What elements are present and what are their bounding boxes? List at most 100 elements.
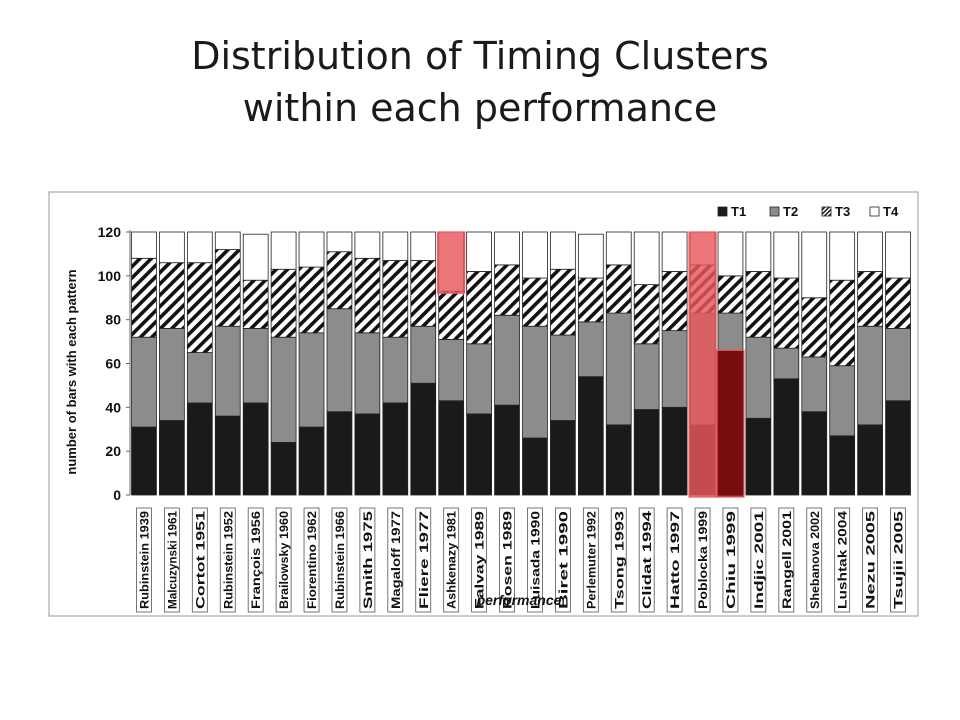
x-tick-label: Rangell 2001 — [780, 511, 794, 609]
x-tick-box — [694, 507, 711, 613]
bar-t3-luisada-1990 — [522, 277, 548, 327]
x-tick-label: Lushtak 2004 — [836, 511, 850, 609]
x-tick-label: Biret 1990 — [556, 510, 570, 609]
bar-t2-rubinstein-1966 — [326, 308, 353, 413]
legend-label-t1: T1 — [731, 204, 746, 219]
bar-t4-lushtak-2004 — [829, 231, 856, 281]
legend-label-t4: T4 — [883, 204, 899, 219]
bar-t2-luisada-1990 — [522, 325, 548, 439]
y-tick-label: 40 — [105, 399, 121, 415]
bar-t3-lushtak-2004 — [829, 279, 856, 367]
bar-t1-brailowsky-1960 — [270, 441, 297, 496]
x-tick-box — [331, 507, 348, 613]
bar-t1-tsong-1993 — [605, 424, 632, 496]
x-tick-label: Smith 1975 — [361, 511, 375, 609]
bar-t1-indjic-2001 — [745, 417, 772, 496]
bar-t1-luisada-1990 — [522, 437, 548, 496]
bar-t1-fran-ois-1956 — [242, 402, 269, 496]
bar-t1-rosen-1989 — [494, 404, 520, 496]
x-tick-label: Cortot 1951 — [193, 511, 207, 609]
bar-t4-rubinstein-1952 — [214, 231, 241, 250]
bar-t3-rubinstein-1966 — [326, 251, 353, 310]
bar-t2-perlemuter-1992 — [577, 321, 604, 378]
bar-t3-indjic-2001 — [745, 271, 772, 338]
x-tick-box — [638, 507, 655, 613]
x-tick-box — [778, 507, 795, 613]
bar-t3-cortot-1951 — [186, 262, 213, 353]
bar-t2-fran-ois-1956 — [242, 328, 269, 404]
bar-t4-fiorentino-1962 — [298, 231, 325, 268]
bar-t2-tsong-1993 — [605, 312, 632, 426]
y-tick-label: 80 — [105, 312, 121, 328]
bar-t1-lushtak-2004 — [829, 435, 856, 496]
bar-t2-fiorentino-1962 — [298, 332, 325, 428]
bar-t2-chiu-1999 — [717, 312, 744, 351]
x-tick-label: Malcuzynski 1961 — [165, 511, 179, 609]
bar-t4-hatto-1997 — [661, 231, 688, 272]
bar-t3-clidat-1994 — [633, 284, 660, 345]
legend-swatch-t3 — [821, 206, 832, 217]
x-tick-label: Poblocka 1999 — [696, 511, 710, 609]
x-tick-box — [750, 507, 767, 613]
bar-t4-cortot-1951 — [186, 231, 213, 264]
x-tick-box — [275, 507, 292, 613]
bar-t2-fliere-1977 — [410, 325, 437, 384]
slide-title-line-1: Distribution of Timing Clusters — [191, 34, 769, 78]
x-tick-box — [415, 507, 432, 613]
bar-t2-nezu-2005 — [857, 325, 883, 426]
bar-t3-tsong-1993 — [605, 264, 632, 314]
bar-t3-smith-1975 — [354, 257, 381, 334]
bar-t3-hatto-1997 — [661, 271, 688, 332]
bar-t4-rosen-1989 — [494, 231, 520, 266]
bar-t2-hatto-1997 — [661, 330, 688, 408]
bar-t4-tsujii-2005 — [885, 231, 911, 279]
x-tick-label: Clidat 1994 — [640, 511, 654, 609]
bar-t4-luisada-1990 — [522, 231, 548, 279]
bar-t2-lushtak-2004 — [829, 365, 856, 437]
bar-t4-clidat-1994 — [633, 231, 660, 285]
x-tick-label: Brailowsky 1960 — [277, 511, 291, 609]
bar-t3-ashkenazy-1981 — [438, 290, 465, 340]
x-tick-box — [359, 507, 376, 613]
bar-t3-rubinstein-1952 — [214, 249, 241, 327]
bar-t2-falvay-1989 — [466, 343, 492, 415]
bar-t1-clidat-1994 — [633, 409, 660, 496]
bar-t3-fiorentino-1962 — [298, 266, 325, 334]
bar-t1-nezu-2005 — [857, 424, 883, 496]
y-tick-label: 0 — [113, 487, 121, 503]
x-tick-label: Rubinstein 1952 — [221, 511, 235, 609]
bar-t3-rubinstein-1939 — [131, 257, 157, 338]
x-tick-box — [219, 507, 236, 613]
x-tick-box — [387, 507, 404, 613]
bar-t1-magaloff-1977 — [382, 402, 409, 496]
bar-t3-nezu-2005 — [857, 271, 883, 327]
bar-t4-nezu-2005 — [857, 231, 883, 272]
bar-t2-ashkenazy-1981 — [438, 338, 465, 402]
bar-t4-rubinstein-1939 — [131, 231, 157, 259]
x-tick-label: Fliere 1977 — [417, 510, 431, 609]
x-tick-box — [834, 507, 851, 613]
x-tick-label: Rubinstein 1966 — [333, 511, 347, 609]
x-tick-label: Chiu 1999 — [724, 510, 738, 609]
bar-t4-chiu-1999 — [717, 231, 744, 277]
bar-t2-smith-1975 — [354, 332, 381, 415]
x-tick-box — [806, 507, 823, 613]
highlight-ashkenazy-1981 — [437, 231, 466, 294]
x-tick-label: Fiorentino 1962 — [305, 511, 319, 609]
x-tick-label: Luisada 1990 — [528, 511, 542, 609]
bar-t1-ashkenazy-1981 — [438, 400, 465, 496]
bar-t2-malcuzynski-1961 — [159, 328, 185, 421]
bar-t1-rubinstein-1952 — [214, 415, 241, 496]
bar-t2-magaloff-1977 — [382, 336, 409, 404]
x-tick-box — [666, 507, 683, 613]
bar-t1-malcuzynski-1961 — [159, 420, 185, 496]
x-tick-box — [499, 507, 515, 613]
bar-t1-falvay-1989 — [466, 413, 492, 496]
bar-t2-rubinstein-1952 — [214, 325, 241, 417]
bar-t2-clidat-1994 — [633, 343, 660, 410]
bar-t3-fran-ois-1956 — [242, 279, 269, 329]
bar-t2-indjic-2001 — [745, 336, 772, 419]
bar-t4-rubinstein-1966 — [326, 231, 353, 253]
bar-t1-rubinstein-1939 — [131, 426, 157, 496]
